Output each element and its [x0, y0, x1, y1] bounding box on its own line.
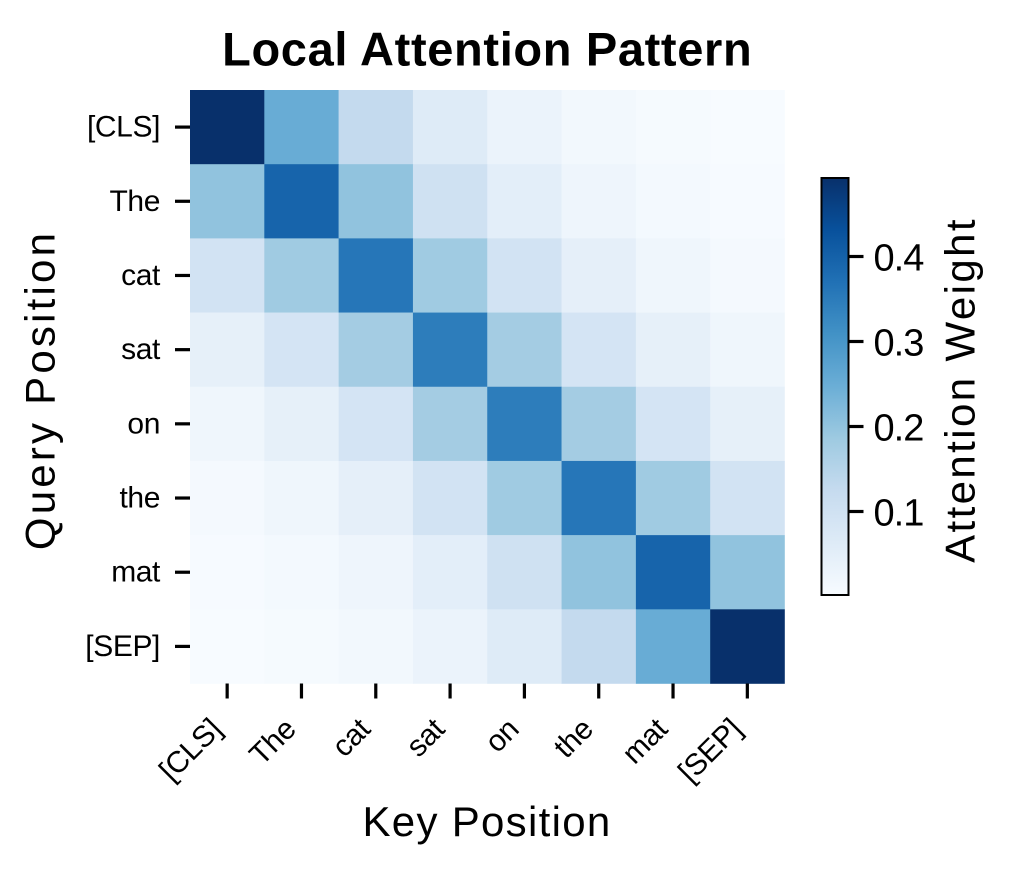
- svg-text:Local Attention Pattern: Local Attention Pattern: [222, 23, 752, 76]
- svg-text:cat: cat: [121, 259, 161, 292]
- svg-text:Attention Weight: Attention Weight: [937, 217, 984, 563]
- svg-text:mat: mat: [111, 556, 161, 589]
- svg-text:Key Position: Key Position: [362, 798, 611, 845]
- svg-text:Query Position: Query Position: [17, 230, 64, 550]
- svg-text:on: on: [127, 407, 160, 440]
- svg-text:0.2: 0.2: [874, 408, 924, 450]
- svg-text:The: The: [110, 185, 161, 218]
- svg-text:sat: sat: [121, 333, 161, 366]
- svg-text:0.3: 0.3: [874, 323, 924, 365]
- svg-text:the: the: [119, 482, 160, 515]
- svg-text:[SEP]: [SEP]: [85, 630, 160, 663]
- svg-text:0.1: 0.1: [874, 493, 924, 535]
- svg-text:0.4: 0.4: [874, 238, 925, 280]
- svg-text:[CLS]: [CLS]: [87, 111, 160, 144]
